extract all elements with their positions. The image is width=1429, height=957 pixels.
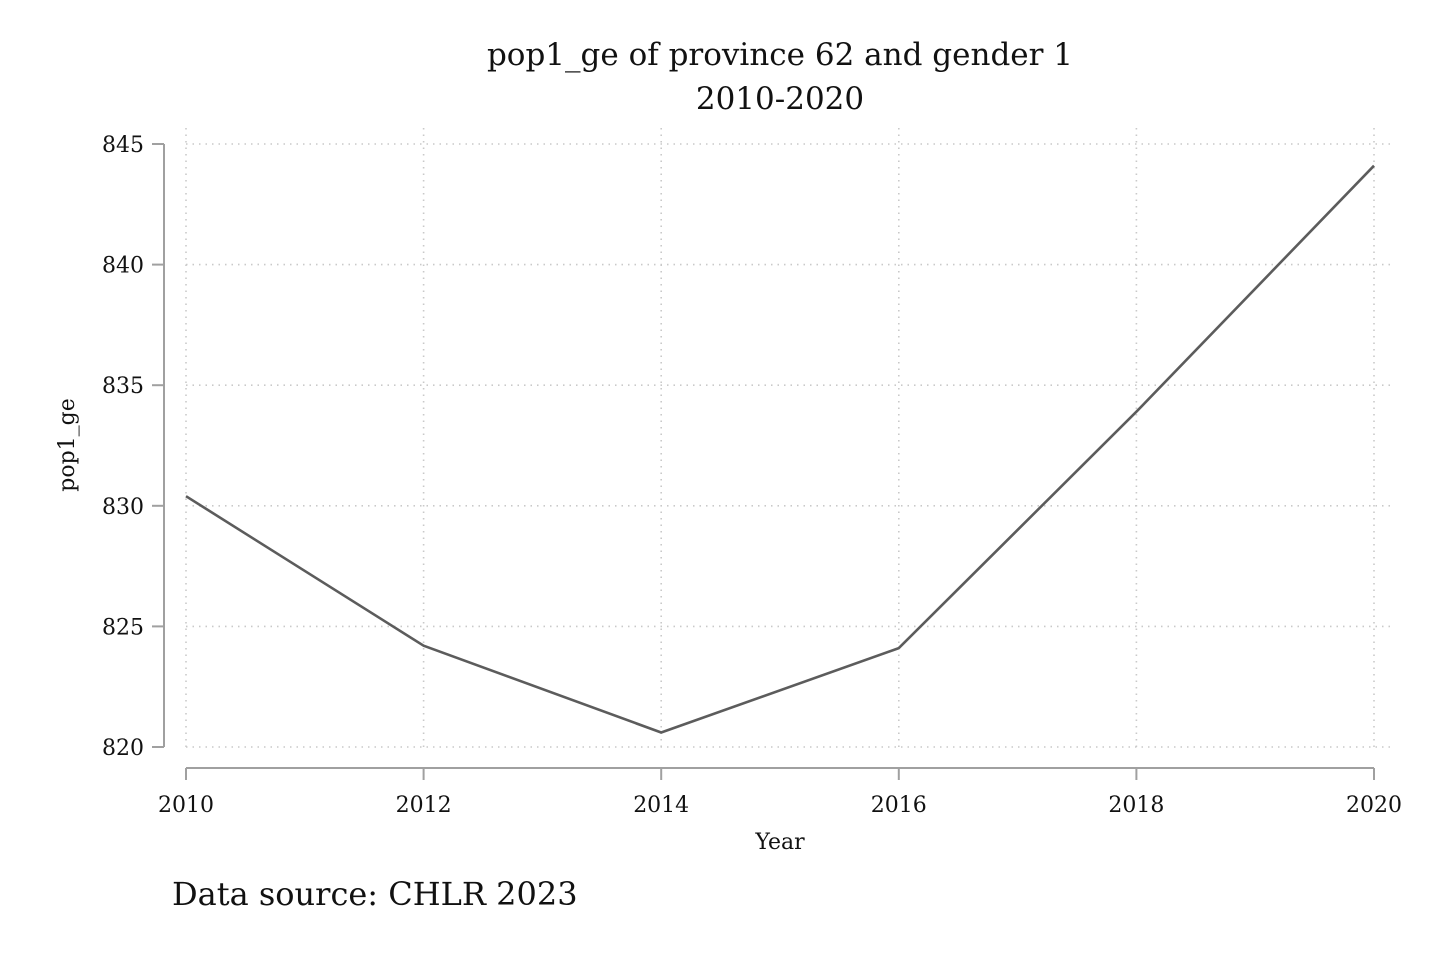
x-axis-title: Year	[754, 830, 805, 855]
series-layer	[185, 164, 1375, 734]
x-tick-label: 2014	[633, 793, 689, 818]
x-tick-label: 2016	[871, 793, 927, 818]
y-tick-label: 820	[102, 736, 144, 761]
chart-title: pop1_ge of province 62 and gender 1	[487, 37, 1073, 73]
x-tick-label: 2010	[158, 793, 214, 818]
grid-lines	[185, 128, 1394, 748]
x-tick-label: 2018	[1108, 793, 1164, 818]
y-tick-label: 840	[102, 254, 144, 279]
tick-marks	[152, 143, 1375, 780]
series-line	[185, 164, 1375, 734]
axes	[163, 144, 1374, 769]
y-tick-label: 825	[102, 615, 144, 640]
chart-subtitle: 2010-2020	[696, 81, 864, 117]
y-tick-label: 830	[102, 495, 144, 520]
y-tick-label: 835	[102, 374, 144, 399]
x-tick-label: 2020	[1346, 793, 1402, 818]
y-axis-title: pop1_ge	[55, 398, 80, 492]
y-tick-label: 845	[102, 133, 144, 158]
data-source-note: Data source: CHLR 2023	[172, 875, 578, 913]
x-tick-label: 2012	[396, 793, 452, 818]
tick-labels: 820 825 830 835 840 845 2010 2012 2014 2016 2018 20…	[102, 133, 1402, 818]
